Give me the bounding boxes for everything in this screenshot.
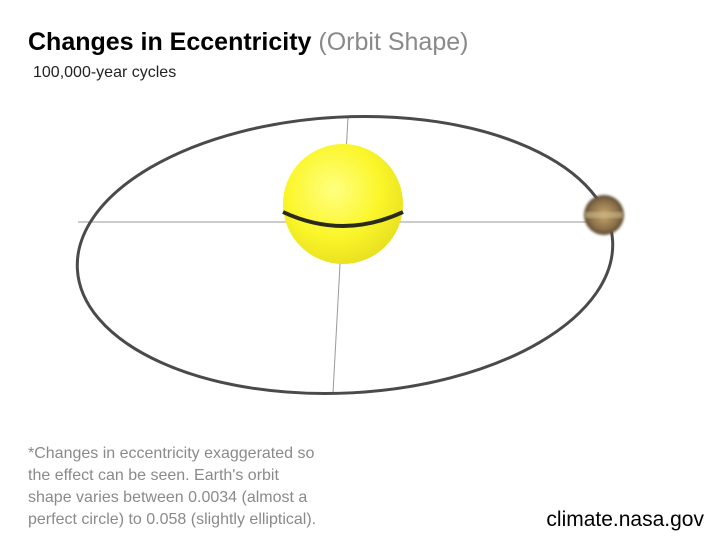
title-suffix: (Orbit Shape) — [318, 28, 469, 56]
earth-band — [585, 212, 623, 218]
footnote-line: perfect circle) to 0.058 (slightly ellip… — [28, 511, 317, 528]
title: Changes in Eccentricity (Orbit Shape) — [28, 28, 468, 57]
footnote: *Changes in eccentricity exaggerated so … — [28, 443, 316, 531]
title-main: Changes in Eccentricity — [28, 28, 312, 56]
orbit — [75, 114, 615, 396]
subtitle: 100,000-year cycles — [33, 64, 177, 81]
footnote-line: the effect can be seen. Earth's orbit — [28, 467, 279, 484]
sun-band — [282, 210, 404, 228]
footnote-line: shape varies between 0.0034 (almost a — [28, 489, 308, 506]
footnote-line: *Changes in eccentricity exaggerated so — [28, 445, 315, 462]
sun — [283, 144, 403, 264]
source: climate.nasa.gov — [546, 508, 704, 531]
